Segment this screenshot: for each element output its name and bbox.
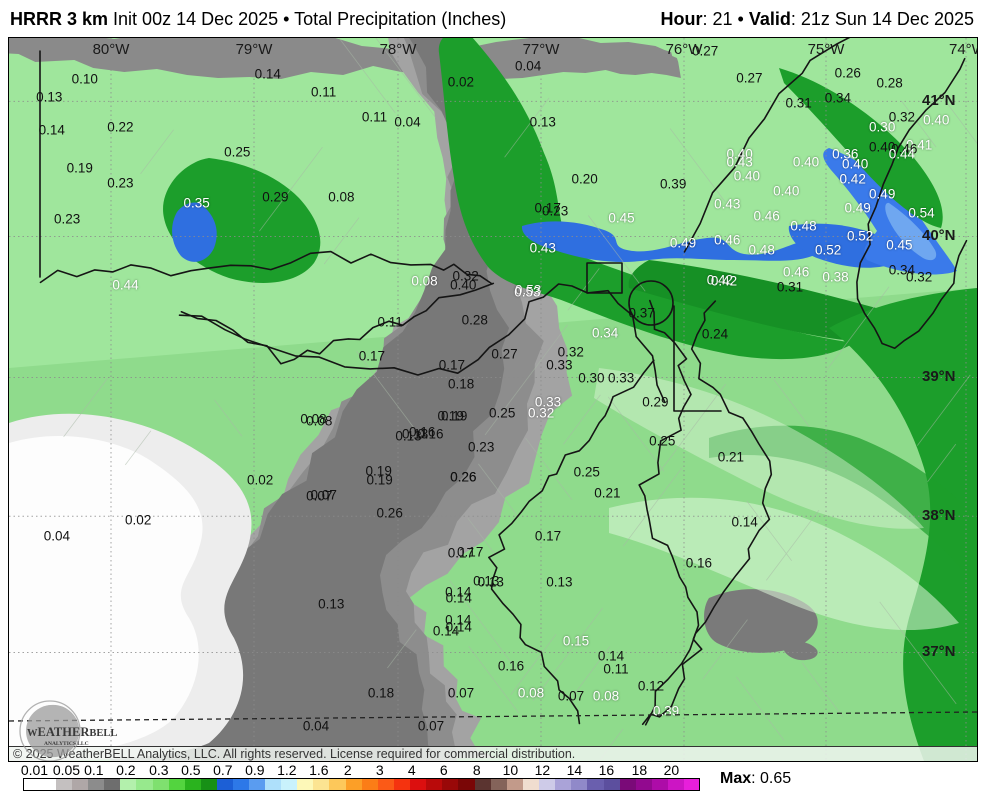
svg-text:ANALYTICS LLC: ANALYTICS LLC: [44, 741, 89, 747]
svg-text:WEATHERBELL: WEATHERBELL: [27, 725, 117, 739]
